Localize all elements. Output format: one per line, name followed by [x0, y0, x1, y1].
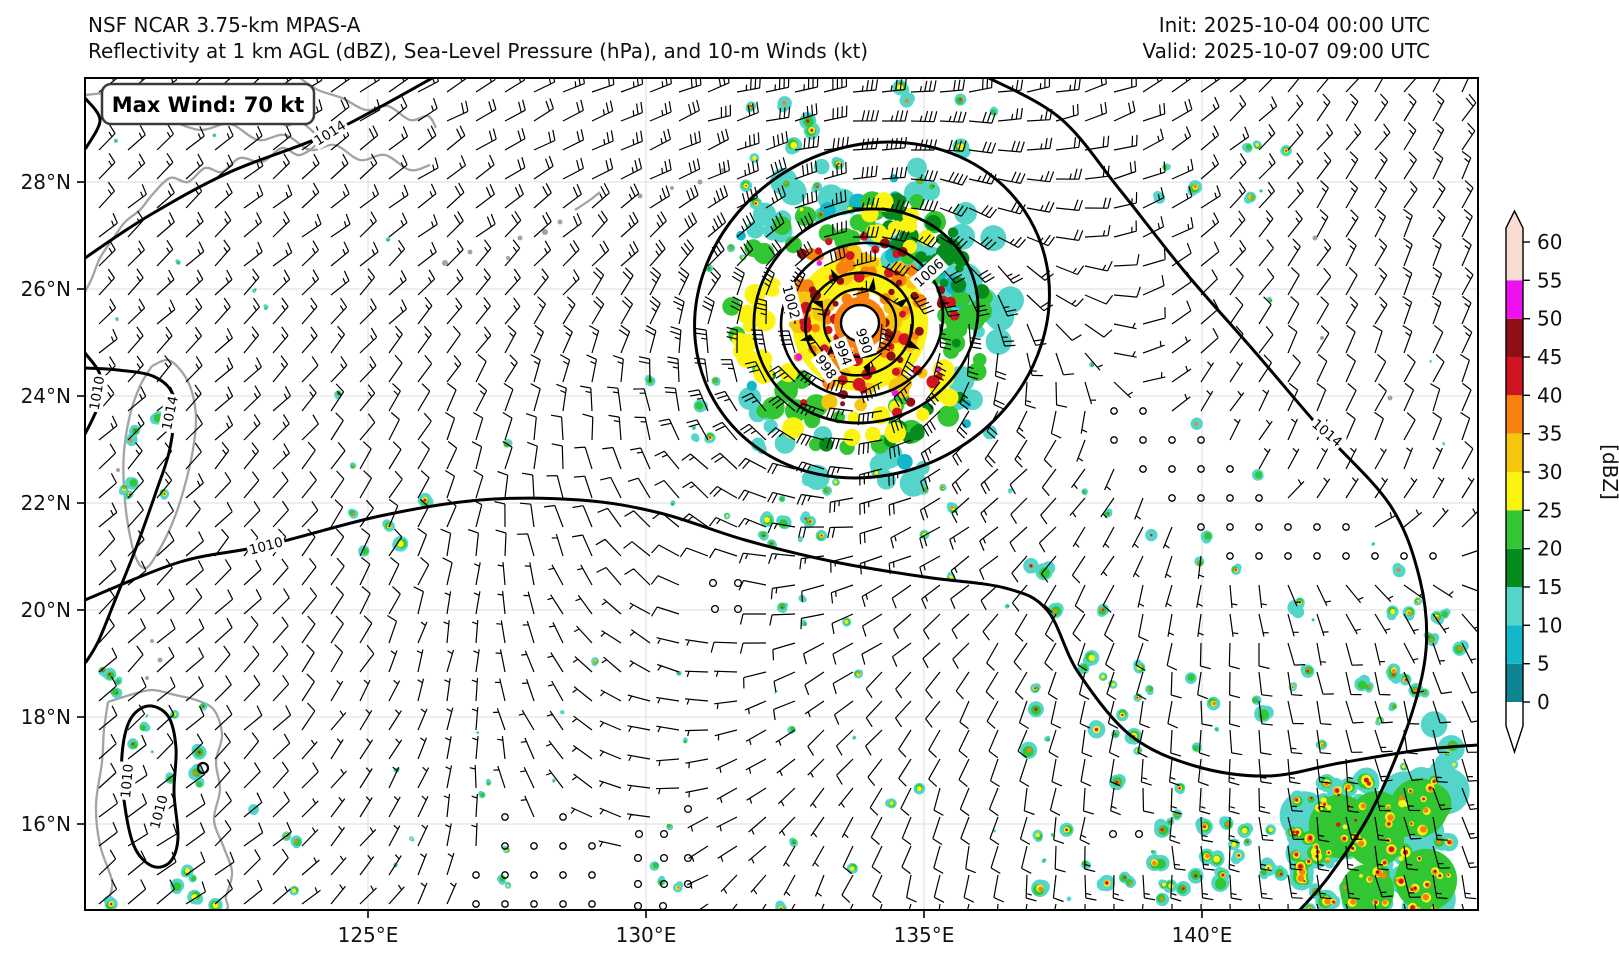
colorbar-under-arrow: [1506, 702, 1523, 752]
colorbar-tick-label: 0: [1537, 690, 1550, 714]
svg-text:1014: 1014: [159, 395, 182, 432]
map-border: [84, 77, 1479, 911]
colorbar-tick-label: 10: [1537, 613, 1562, 637]
colorbar-tick-label: 35: [1537, 422, 1562, 446]
x-axis: 125°E 130°E 135°E 140°E: [338, 910, 1233, 947]
wind-barbs-layer: [98, 78, 1478, 910]
y-tick-label: 18°N: [21, 705, 71, 729]
svg-text:1010: 1010: [118, 763, 137, 799]
svg-text:1010: 1010: [147, 793, 171, 830]
svg-text:1010: 1010: [87, 375, 109, 412]
y-tick-label: 26°N: [21, 277, 71, 301]
model-title: NSF NCAR 3.75-km MPAS-A: [88, 13, 361, 37]
max-wind-badge: Max Wind: 70 kt: [100, 82, 316, 126]
y-tick-label: 22°N: [21, 491, 71, 515]
colorbar-tick-label: 25: [1537, 498, 1562, 522]
colorbar-tick-label: 45: [1537, 345, 1562, 369]
colorbar-tick-label: 20: [1537, 537, 1562, 561]
colorbar-tick-label: 50: [1537, 307, 1562, 331]
x-tick-label: 140°E: [1172, 923, 1233, 947]
x-tick-label: 125°E: [338, 923, 399, 947]
colorbar: 0 5 10 15 20 25 30 35 40 45 50 55 60 [dBZ]: [1505, 209, 1619, 755]
colorbar-title: [dBZ]: [1598, 444, 1619, 500]
colorbar-tick-label: 15: [1537, 575, 1562, 599]
colorbar-over-arrow: [1506, 211, 1523, 242]
coastline-layer: [85, 78, 1393, 910]
y-tick-label: 28°N: [21, 170, 71, 194]
plot-subtitle: Reflectivity at 1 km AGL (dBZ), Sea-Leve…: [88, 39, 869, 63]
y-tick-label: 24°N: [21, 384, 71, 408]
colorbar-tick-label: 40: [1537, 383, 1562, 407]
valid-time: Valid: 2025-10-07 09:00 UTC: [1142, 39, 1430, 63]
isobar-layer: [85, 78, 1478, 910]
colorbar-tick-label: 55: [1537, 268, 1562, 292]
isobar-labels: 1014101410141010101010101010990994998100…: [85, 115, 1348, 833]
graticule: [85, 78, 1478, 910]
y-tick-label: 20°N: [21, 598, 71, 622]
colorbar-tick-label: 5: [1537, 652, 1550, 676]
y-axis: 16°N 18°N 20°N 22°N 24°N 26°N 28°N: [21, 170, 85, 836]
svg-text:990: 990: [852, 326, 875, 355]
colorbar-tick-label: 60: [1537, 230, 1562, 254]
x-tick-label: 135°E: [894, 923, 955, 947]
x-tick-label: 130°E: [616, 923, 677, 947]
svg-text:Max Wind: 70 kt: Max Wind: 70 kt: [112, 93, 305, 117]
init-time: Init: 2025-10-04 00:00 UTC: [1158, 13, 1430, 37]
calm-wind-circles: [472, 407, 1437, 910]
svg-text:1010: 1010: [247, 534, 284, 558]
y-tick-label: 16°N: [21, 812, 71, 836]
colorbar-tick-label: 30: [1537, 460, 1562, 484]
